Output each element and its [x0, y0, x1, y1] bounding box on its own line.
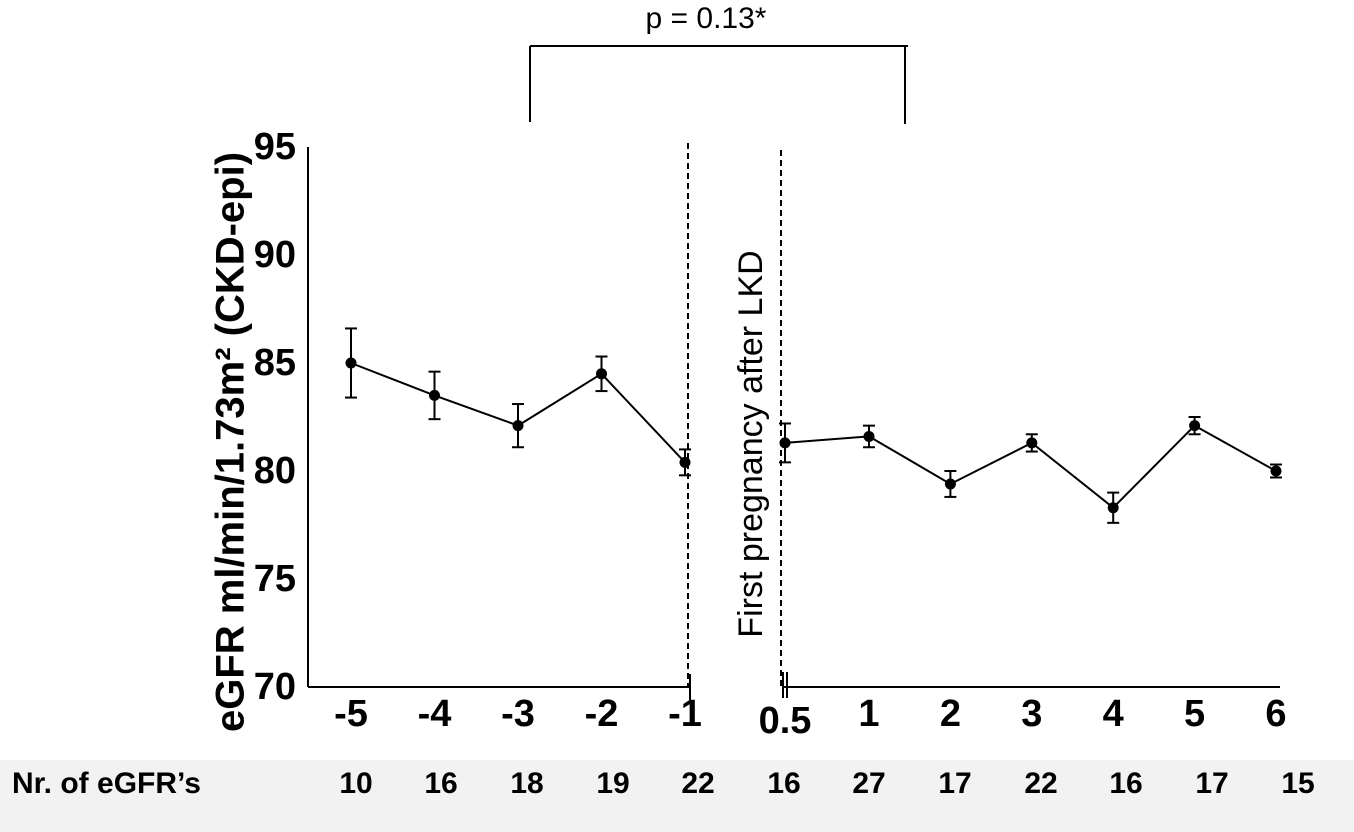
x-tick-label: 6 [1265, 693, 1286, 735]
x-tick-label: 1 [858, 693, 879, 735]
count-value: 17 [938, 767, 972, 800]
y-tick-labels: 70 75 80 85 90 95 [254, 126, 296, 708]
data-point [1026, 437, 1038, 449]
y-tick-label: 70 [254, 666, 296, 708]
count-value: 16 [424, 767, 458, 800]
significance-label: p = 0.13* [646, 2, 767, 35]
x-tick-labels: -5 -4 -3 -2 -1 0.5 1 2 3 4 5 6 [334, 693, 1286, 742]
event-label: First pregnancy after LKD [732, 250, 770, 637]
x-tick-label: -5 [334, 693, 368, 735]
x-tick-label: -4 [418, 693, 452, 735]
data-point [596, 368, 607, 380]
error-bars [345, 327, 1282, 524]
count-row-label: Nr. of eGFR’s [12, 767, 201, 800]
data-point [512, 420, 524, 432]
count-value: 19 [596, 767, 630, 800]
count-value: 10 [339, 767, 373, 800]
count-value: 18 [510, 767, 544, 800]
y-tick-label: 75 [254, 558, 296, 600]
data-points [345, 357, 1282, 514]
count-value: 17 [1195, 767, 1229, 800]
data-point [679, 456, 691, 468]
x-tick-label: 2 [940, 693, 961, 735]
data-point [1270, 465, 1282, 477]
significance-bracket: p = 0.13* [529, 2, 908, 124]
data-point [429, 389, 440, 401]
data-point [1107, 502, 1119, 514]
x-tick-label: 3 [1021, 693, 1042, 735]
y-tick-label: 90 [254, 234, 296, 276]
egfr-line-chart: First pregnancy after LKD p = 0.13* eGFR… [209, 2, 1287, 742]
y-tick-label: 85 [254, 342, 296, 384]
data-point [779, 437, 791, 449]
y-tick-label: 80 [254, 450, 296, 492]
data-point [345, 357, 357, 369]
axes [307, 147, 1280, 700]
series-lines [350, 362, 1277, 510]
y-axis-label: eGFR ml/min/1.73m² (CKD-epi) [209, 152, 253, 732]
x-tick-label: 4 [1103, 693, 1124, 735]
x-tick-label: 5 [1184, 693, 1205, 735]
egfr-count-row: Nr. of eGFR’s 10 16 18 19 22 16 27 17 22 16 17 15 [0, 760, 1354, 832]
y-tick-label: 95 [254, 126, 296, 168]
count-value: 16 [767, 767, 801, 800]
count-value: 16 [1109, 767, 1143, 800]
x-tick-label: -1 [668, 693, 702, 735]
count-value: 15 [1281, 767, 1315, 800]
data-point [1189, 420, 1201, 432]
count-value: 27 [852, 767, 886, 800]
x-tick-label: -3 [501, 693, 535, 735]
count-value: 22 [1024, 767, 1058, 800]
data-point [944, 478, 956, 490]
data-point [863, 430, 875, 442]
count-value: 22 [681, 767, 715, 800]
x-tick-label: 0.5 [759, 700, 812, 742]
x-tick-label: -2 [585, 693, 619, 735]
